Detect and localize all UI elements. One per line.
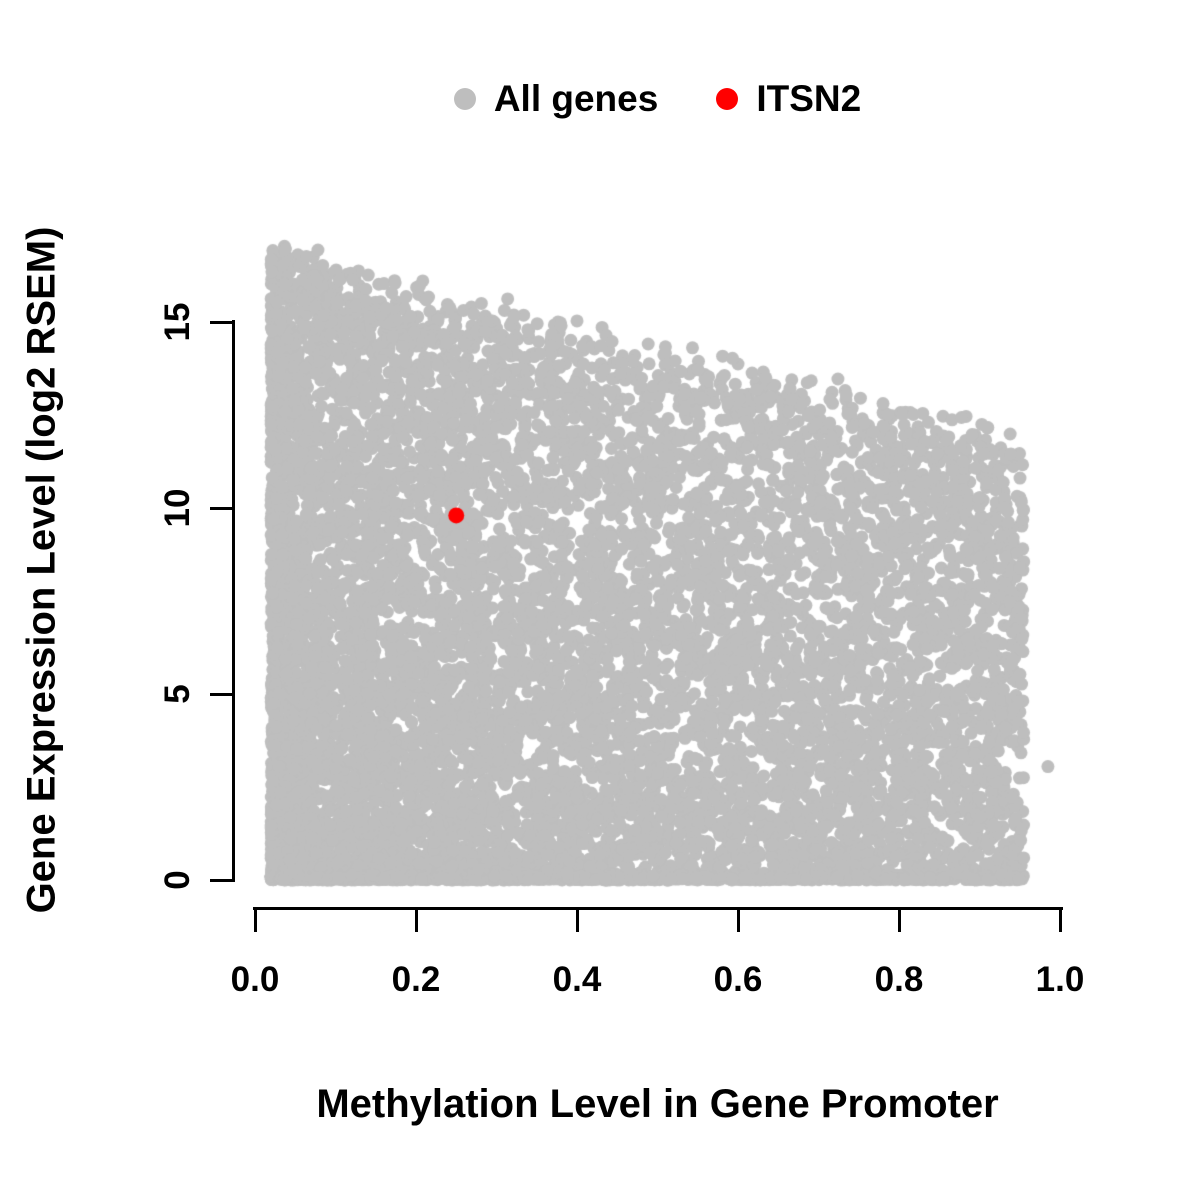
itsn2-marker-icon xyxy=(716,88,739,110)
x-tick-label: 0.0 xyxy=(230,960,280,999)
y-axis-title: Gene Expression Level (log2 RSEM) xyxy=(19,226,64,914)
x-tick-label: 0.8 xyxy=(874,960,924,999)
x-tick-label: 1.0 xyxy=(1035,960,1085,999)
x-tick-label: 0.2 xyxy=(391,960,441,999)
y-tick-label: 15 xyxy=(158,302,197,342)
y-axis-line xyxy=(232,320,235,882)
x-axis-tick xyxy=(1058,910,1062,932)
x-tick-label: 0.4 xyxy=(552,960,602,999)
x-axis-line xyxy=(253,907,1063,910)
y-axis-tick xyxy=(210,506,232,510)
legend: All genes ITSN2 xyxy=(255,78,1060,120)
y-axis-tick xyxy=(210,320,232,324)
legend-item-all-genes: All genes xyxy=(453,78,659,120)
y-axis-tick xyxy=(210,692,232,696)
y-tick-label: 0 xyxy=(158,870,197,890)
x-tick-label: 0.6 xyxy=(713,960,763,999)
legend-item-itsn2: ITSN2 xyxy=(716,78,861,120)
legend-label-all-genes: All genes xyxy=(493,78,659,119)
y-tick-label: 5 xyxy=(158,684,197,704)
all-genes-marker-icon xyxy=(453,88,476,110)
y-tick-label: 10 xyxy=(158,488,197,528)
x-axis-title: Methylation Level in Gene Promoter xyxy=(316,1082,999,1126)
y-axis-tick xyxy=(210,878,232,882)
legend-label-itsn2: ITSN2 xyxy=(756,78,862,119)
x-axis-tick xyxy=(253,910,257,932)
x-axis-tick xyxy=(736,910,740,932)
x-axis-tick xyxy=(414,910,418,932)
x-axis-tick xyxy=(897,910,901,932)
x-axis-tick xyxy=(575,910,579,932)
